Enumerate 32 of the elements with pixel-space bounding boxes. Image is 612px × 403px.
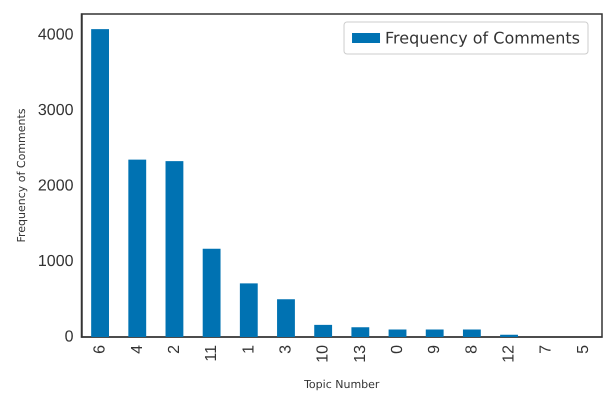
x-tick-label: 5 <box>574 344 592 354</box>
x-tick-label: 6 <box>92 344 109 354</box>
y-tick-label: 1000 <box>38 253 74 270</box>
x-tick-label: 3 <box>277 344 294 354</box>
bar <box>128 160 146 337</box>
x-tick-label: 12 <box>500 344 518 363</box>
bar <box>240 283 258 337</box>
bar <box>202 248 221 337</box>
bar <box>91 29 110 337</box>
bar <box>388 329 406 337</box>
x-tick-label: 1 <box>240 344 258 354</box>
x-tick-label: 0 <box>389 344 406 354</box>
bar <box>426 329 444 337</box>
bar <box>166 161 184 337</box>
x-tick-label: 8 <box>463 344 480 354</box>
bar <box>351 327 370 337</box>
x-tick-label: 7 <box>538 344 555 354</box>
y-axis-title: Frequency of Comments <box>15 108 28 243</box>
y-tick-label: 2000 <box>38 178 74 195</box>
y-tick-label: 4000 <box>38 26 74 44</box>
bar <box>314 324 332 337</box>
bar <box>462 329 481 337</box>
x-tick-label: 13 <box>352 344 369 363</box>
x-tick-label: 10 <box>314 344 332 363</box>
x-tick-label: 9 <box>426 344 444 354</box>
x-tick-label: 11 <box>203 344 220 362</box>
y-tick-label: 3000 <box>38 102 74 120</box>
x-axis-title: Topic Number <box>303 378 380 391</box>
x-tick-label: 2 <box>166 344 183 354</box>
legend-label: Frequency of Comments <box>385 28 580 48</box>
bar <box>277 299 295 337</box>
x-tick-label: 4 <box>128 344 146 354</box>
